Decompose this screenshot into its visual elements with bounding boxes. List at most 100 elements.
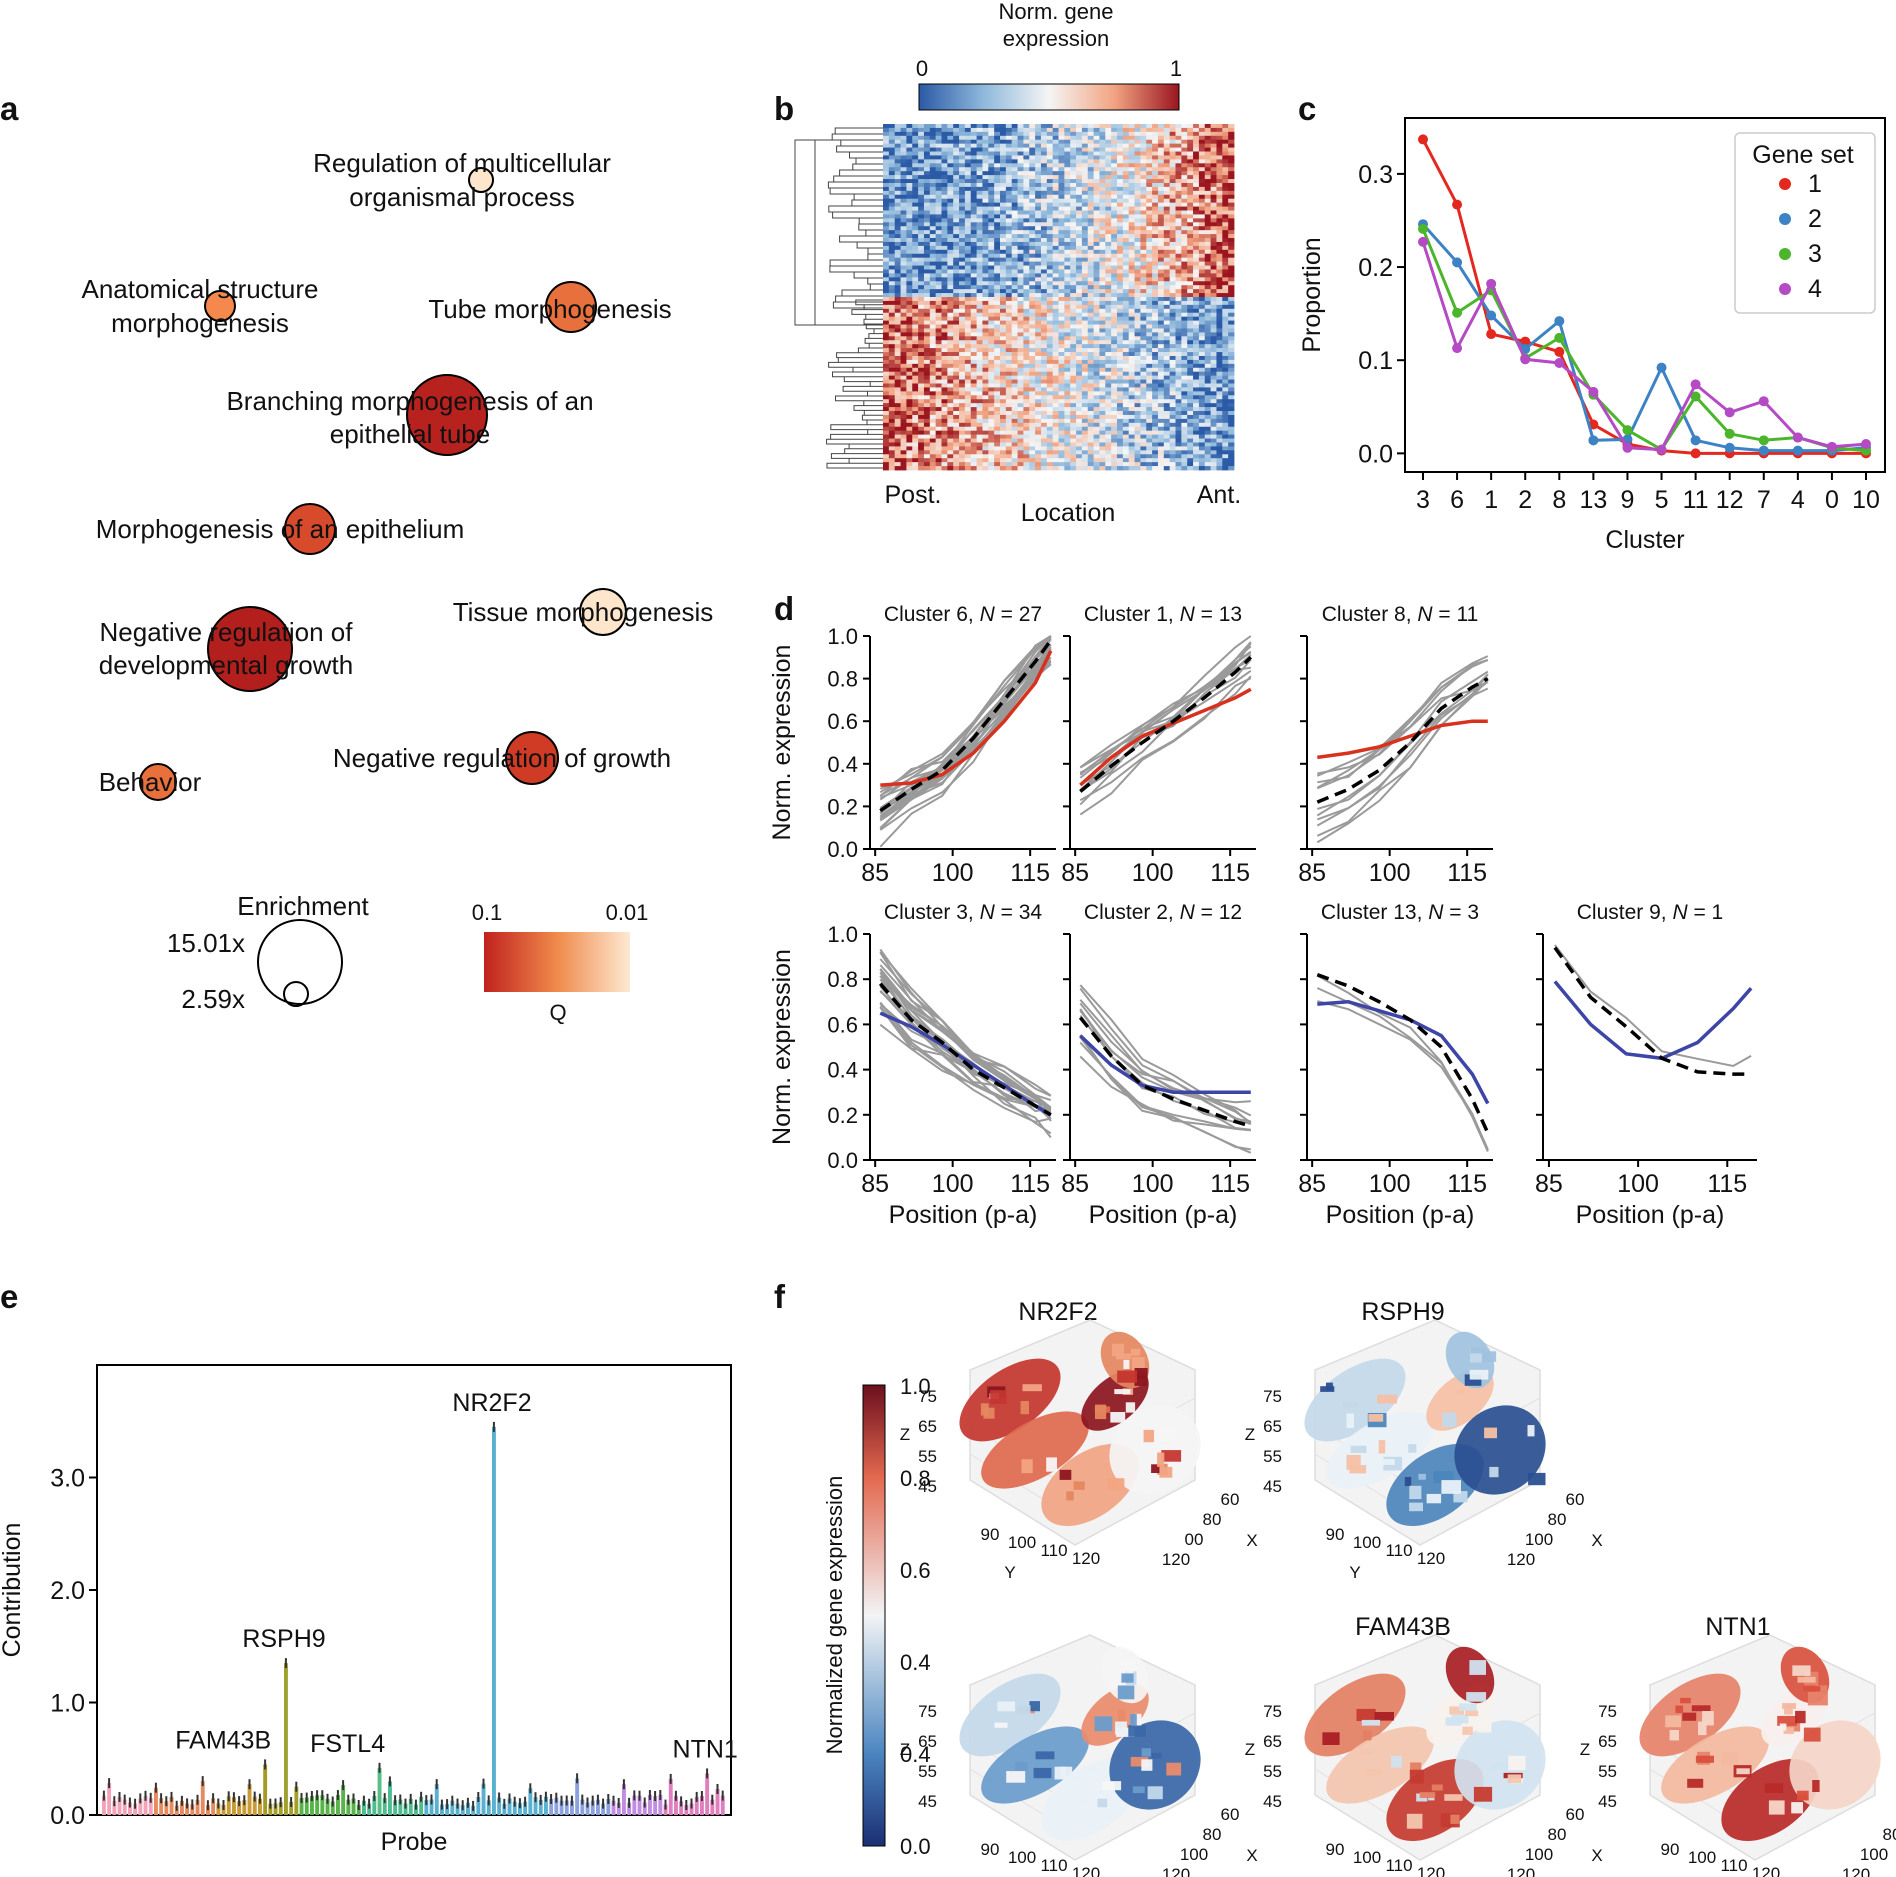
heatmap-cell <box>1029 245 1036 251</box>
heatmap-cell <box>1128 328 1135 333</box>
heatmap-cell <box>1210 143 1217 148</box>
heatmap-cell <box>900 344 907 349</box>
heatmap-cell <box>1163 348 1171 353</box>
heatmap-cell <box>1011 175 1018 180</box>
heatmap-cell <box>912 418 919 424</box>
heatmap-cell <box>1052 387 1059 392</box>
heatmap-cell <box>888 293 896 298</box>
heatmap-cell <box>1040 214 1048 219</box>
heatmap-cell <box>947 175 954 180</box>
heatmap-cell <box>883 411 890 416</box>
heatmap-cell <box>1023 218 1030 223</box>
heatmap-cell <box>1064 182 1071 188</box>
heatmap-cell <box>1035 241 1042 247</box>
heatmap-cell <box>1076 442 1083 447</box>
heatmap-cell <box>1187 399 1194 404</box>
heatmap-cell <box>994 403 1001 408</box>
go-term-label: Behavior <box>99 767 202 797</box>
heatmap-cell <box>1111 426 1118 432</box>
heatmap-cell <box>1222 124 1229 129</box>
heatmap-cell <box>935 273 942 278</box>
heatmap-cell <box>1105 175 1112 180</box>
heatmap-cell <box>1111 234 1118 239</box>
heatmap-cell <box>1193 226 1200 231</box>
heatmap-cell <box>1222 324 1229 329</box>
heatmap-cell <box>1163 297 1171 302</box>
heatmap-cell <box>906 324 913 329</box>
heatmap-cell <box>1163 308 1171 314</box>
heatmap-cell <box>1222 332 1229 337</box>
heatmap-cell <box>1134 324 1141 329</box>
heatmap-cell <box>982 422 989 428</box>
heatmap-cell <box>1064 411 1071 416</box>
heatmap-cell <box>1169 379 1176 384</box>
heatmap-cell <box>959 430 966 436</box>
heatmap-cell <box>912 304 919 310</box>
heatmap-cell <box>906 367 913 373</box>
heatmap-cell <box>1064 422 1071 428</box>
heatmap-cell <box>1029 257 1036 263</box>
heatmap-cell <box>1187 194 1194 200</box>
heatmap-cell <box>970 336 977 341</box>
heatmap-cell <box>1046 375 1054 380</box>
heatmap-cell <box>1204 297 1211 302</box>
heatmap-cell <box>1140 206 1147 211</box>
heatmap-cell <box>1117 214 1124 219</box>
heatmap-cell <box>1152 407 1159 412</box>
heatmap-cell <box>1117 182 1124 188</box>
heatmap-cell <box>923 167 931 172</box>
heatmap-cell <box>1157 210 1165 215</box>
heatmap-cell <box>900 316 907 321</box>
heatmap-cell <box>1111 277 1118 282</box>
heatmap-cell <box>1017 198 1024 204</box>
heatmap-cell <box>941 151 948 156</box>
heatmap-cell <box>1163 159 1171 164</box>
heatmap-cell <box>988 190 995 196</box>
heatmap-cell <box>1128 300 1135 306</box>
heatmap-cell <box>1081 442 1089 447</box>
heatmap-cell <box>1064 147 1071 152</box>
heatmap-cell <box>1000 214 1007 219</box>
heatmap-cell <box>1064 210 1071 215</box>
heatmap-cell <box>964 312 972 318</box>
heatmap-cell <box>1058 245 1065 251</box>
heatmap-cell <box>959 281 966 286</box>
heatmap-cell <box>894 210 901 215</box>
heatmap-cell <box>1163 355 1171 361</box>
heatmap-cell <box>1105 277 1112 282</box>
heatmap-cell <box>1157 194 1165 200</box>
heatmap-cell <box>988 135 995 141</box>
heatmap-cell <box>970 387 977 392</box>
heatmap-cell <box>982 281 989 286</box>
heatmap-cell <box>935 131 942 137</box>
heatmap-cell <box>1093 257 1100 263</box>
heatmap-cell <box>1046 320 1054 325</box>
heatmap-cell <box>906 399 913 404</box>
heatmap-cell <box>941 411 948 416</box>
heatmap-cell <box>947 430 954 436</box>
heatmap-cell <box>1011 269 1018 274</box>
heatmap-cell <box>1204 124 1211 129</box>
heatmap-cell <box>1128 155 1135 160</box>
heatmap-cell <box>1081 175 1089 180</box>
heatmap-cell <box>1052 222 1059 227</box>
heatmap-cell <box>1128 308 1135 314</box>
heatmap-cell <box>1128 210 1135 215</box>
heatmap-cell <box>888 411 896 416</box>
heatmap-cell <box>1222 249 1229 255</box>
heatmap-cell <box>1134 253 1141 259</box>
heatmap-cell <box>1163 367 1171 373</box>
heatmap-cell <box>1157 167 1165 172</box>
heatmap-cell <box>1093 155 1100 160</box>
heatmap-cell <box>988 371 995 377</box>
heatmap-cell <box>1011 182 1018 188</box>
heatmap-cell <box>1023 438 1030 443</box>
heatmap-cell <box>1122 355 1130 361</box>
heatmap-cell <box>941 344 948 349</box>
heatmap-cell <box>894 442 901 447</box>
heatmap-cell <box>1122 238 1130 243</box>
heatmap-cell <box>1222 218 1229 223</box>
heatmap-cell <box>1169 320 1176 325</box>
heatmap-cell <box>1181 206 1188 211</box>
heatmap-cell <box>1052 442 1059 447</box>
